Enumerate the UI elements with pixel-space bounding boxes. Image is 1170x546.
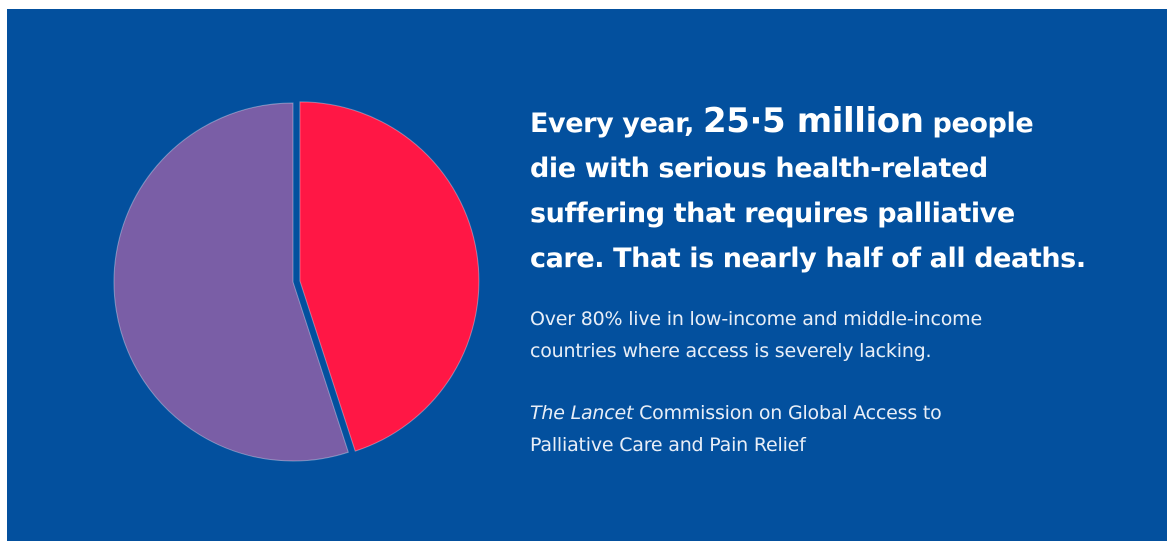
headline-text: Every year, xyxy=(530,108,704,139)
headline: Every year, 25·5 million people die with… xyxy=(530,99,1150,281)
subtext: Over 80% live in low-income and middle-i… xyxy=(530,303,1150,367)
credit-line-2: Palliative Care and Pain Relief xyxy=(530,434,806,456)
subtext-line-1: Over 80% live in low-income and middle-i… xyxy=(530,308,982,330)
credit-text: Commission on Global Access to xyxy=(633,402,942,424)
infographic-panel: Every year, 25·5 million people die with… xyxy=(7,9,1167,541)
pie-slice-rest xyxy=(113,102,349,462)
headline-text: people xyxy=(923,108,1034,139)
source-credit: The Lancet Commission on Global Access t… xyxy=(530,397,1150,461)
headline-line-2: die with serious health-related xyxy=(530,153,988,184)
text-block: Every year, 25·5 million people die with… xyxy=(530,99,1150,461)
pie-slice-highlight xyxy=(299,101,480,452)
headline-line-4: care. That is nearly half of all deaths. xyxy=(530,243,1086,274)
headline-line-1: Every year, 25·5 million people xyxy=(530,101,1034,141)
pie-chart xyxy=(113,101,480,462)
journal-name: The Lancet xyxy=(530,402,634,424)
subtext-line-2: countries where access is severely lacki… xyxy=(530,340,932,362)
headline-highlight: 25·5 million xyxy=(703,101,924,141)
headline-line-3: suffering that requires palliative xyxy=(530,198,1015,229)
